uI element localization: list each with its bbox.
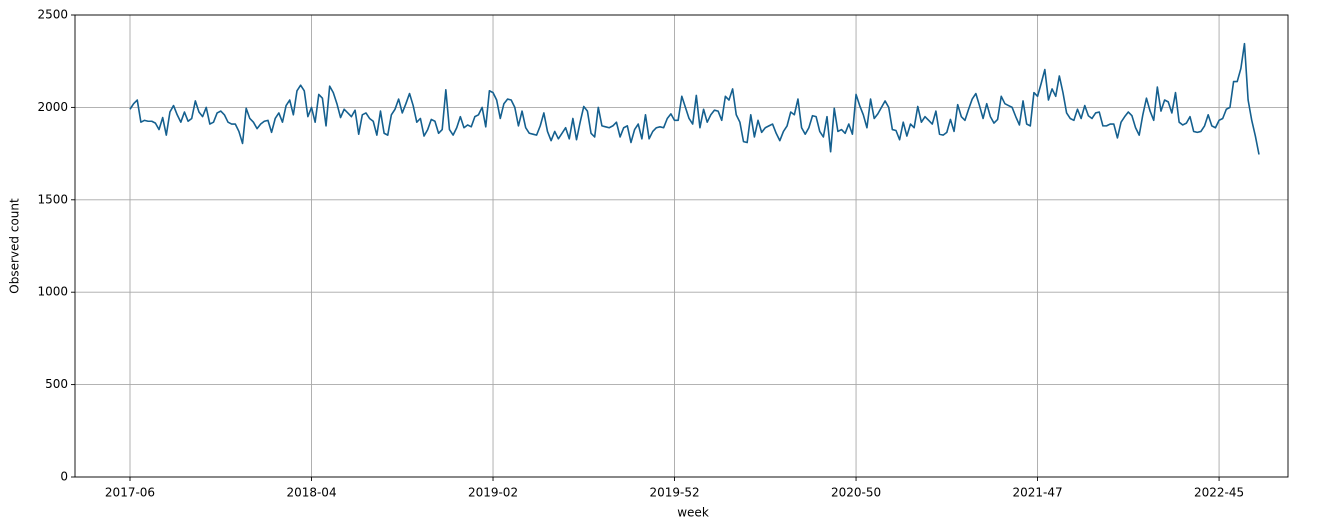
- y-tick-label: 2500: [37, 8, 68, 22]
- data-line: [129, 42, 1260, 155]
- y-axis-label: Observed count: [8, 198, 22, 294]
- x-tick-label: 2019-02: [468, 486, 518, 500]
- x-tick-label: 2022-45: [1194, 486, 1244, 500]
- y-tick-label: 1000: [37, 285, 68, 299]
- x-tick-label: 2020-50: [831, 486, 881, 500]
- y-tick-label: 2000: [37, 100, 68, 114]
- x-tick-label: 2017-06: [105, 486, 155, 500]
- x-tick-label: 2018-04: [286, 486, 336, 500]
- y-tick-label: 0: [60, 470, 68, 484]
- x-tick-label: 2021-47: [1012, 486, 1062, 500]
- x-axis-label: week: [677, 506, 709, 520]
- plot-frame: [74, 14, 1289, 478]
- x-tick-label: 2019-52: [649, 486, 699, 500]
- y-tick-label: 1500: [37, 192, 68, 206]
- y-tick-label: 500: [45, 377, 68, 391]
